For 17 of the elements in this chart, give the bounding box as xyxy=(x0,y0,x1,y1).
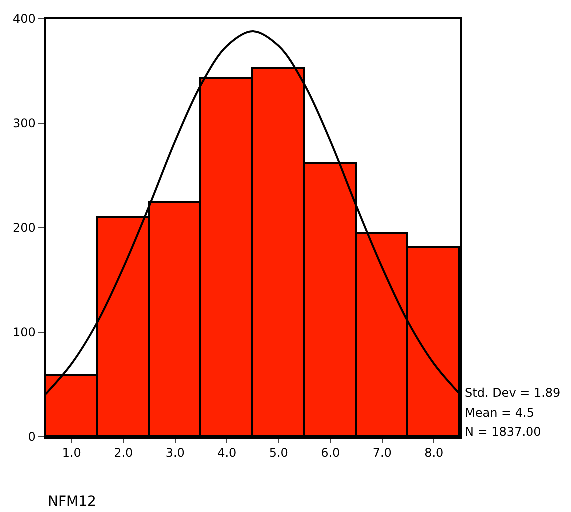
x-tick-label: 8.0 xyxy=(424,446,444,460)
text: N = 1837.00 xyxy=(465,425,542,439)
x-axis-title: NFM12 xyxy=(48,494,96,510)
x-tick-label: 4.0 xyxy=(218,446,237,460)
y-tick-label: 400 xyxy=(12,12,36,26)
x-tick-label: 3.0 xyxy=(166,446,185,460)
text: Mean = 4.5 xyxy=(465,406,534,420)
x-tick-label: 7.0 xyxy=(372,446,392,460)
x-tick-label: 1.0 xyxy=(62,446,82,460)
x-tick-label: 6.0 xyxy=(321,446,340,460)
y-tick-label: 100 xyxy=(12,326,36,340)
x-tick-label: 2.0 xyxy=(114,446,134,460)
y-tick-label: 200 xyxy=(12,221,36,236)
text: Std. Dev = 1.89 xyxy=(465,386,561,400)
y-tick-label: 0 xyxy=(28,430,36,444)
x-tick-label: 5.0 xyxy=(269,446,288,460)
y-tick-label: 300 xyxy=(12,116,36,131)
